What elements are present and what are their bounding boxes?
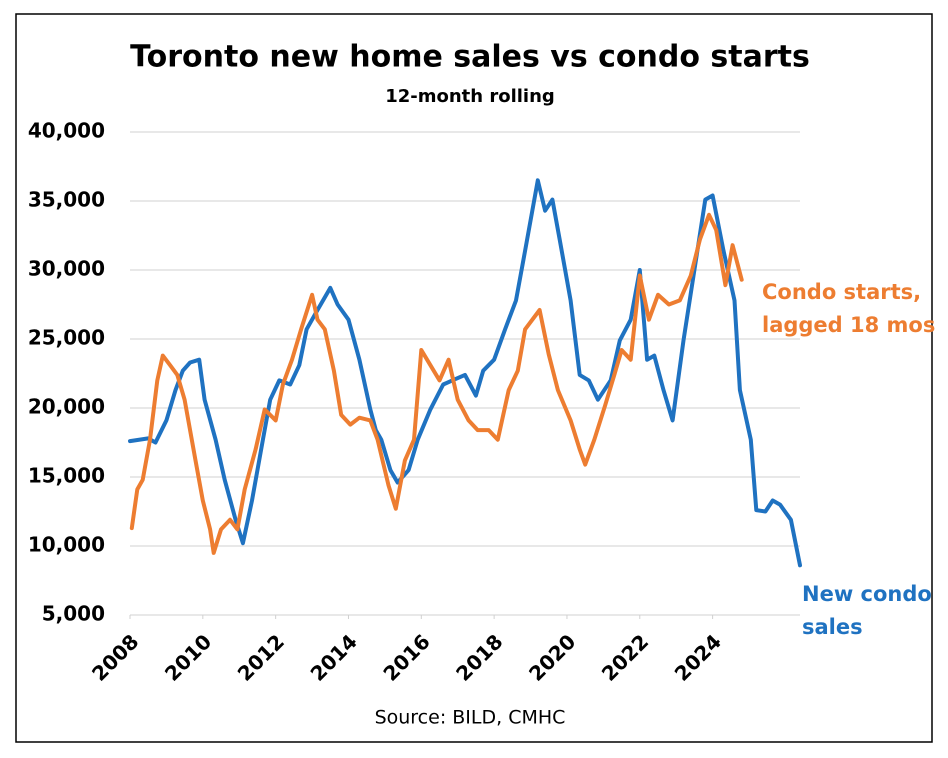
source-note: Source: BILD, CMHC — [375, 707, 566, 729]
x-tick-label: 2008 — [87, 629, 143, 685]
y-tick-label: 5,000 — [42, 602, 105, 626]
x-tick-label: 2022 — [597, 629, 653, 685]
x-tick-label: 2018 — [451, 629, 507, 685]
y-tick-label: 15,000 — [28, 464, 105, 488]
x-tick-label: 2024 — [670, 629, 726, 685]
chart-subtitle: 12-month rolling — [385, 86, 555, 107]
series-label: Condo starts, lagged 18 mos — [762, 280, 936, 337]
y-tick-label: 10,000 — [28, 533, 105, 557]
x-tick-label: 2020 — [524, 629, 580, 685]
chart-border — [15, 13, 933, 743]
x-tick-label: 2016 — [378, 629, 434, 685]
x-tick-label: 2012 — [233, 629, 289, 685]
y-tick-label: 25,000 — [28, 326, 105, 350]
x-tick-label: 2014 — [306, 629, 362, 685]
x-tick-label: 2010 — [160, 629, 216, 685]
y-tick-label: 30,000 — [28, 257, 105, 281]
chart-title: Toronto new home sales vs condo starts — [130, 40, 810, 75]
series-line — [129, 212, 744, 555]
y-tick-label: 20,000 — [28, 395, 105, 419]
y-tick-label: 35,000 — [28, 188, 105, 212]
y-tick-label: 40,000 — [28, 119, 105, 143]
series-label: New condo sales — [802, 582, 932, 639]
